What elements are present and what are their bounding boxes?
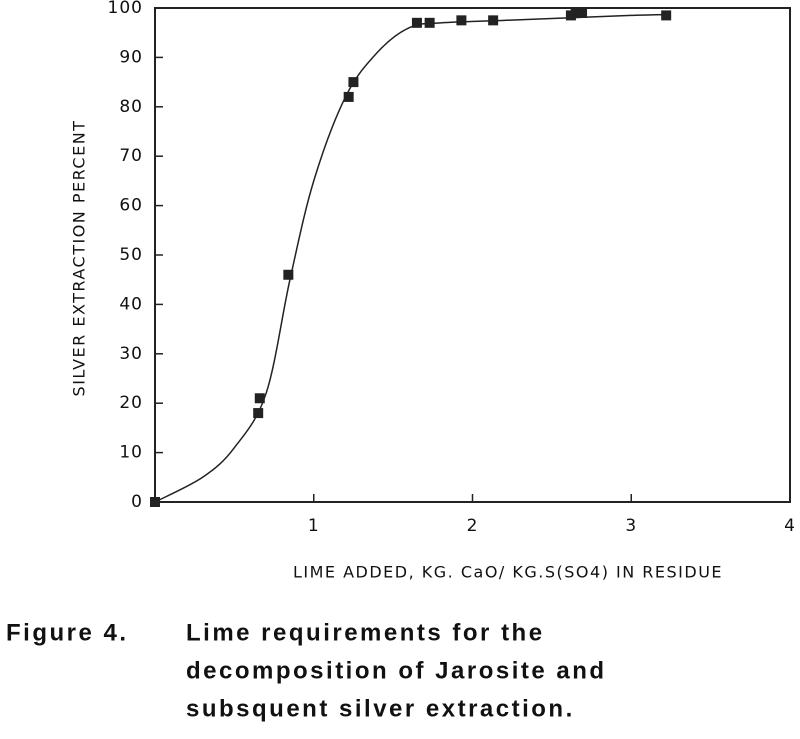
fit-curve: [154, 13, 671, 503]
x-tick-label: 4: [784, 516, 796, 536]
data-point: [661, 10, 672, 21]
data-point: [411, 17, 422, 28]
data-point: [424, 17, 435, 28]
data-point: [488, 15, 499, 26]
data-point: [343, 91, 354, 102]
data-point: [283, 269, 294, 280]
y-tick-label: 100: [108, 0, 143, 18]
data-point: [348, 77, 359, 88]
x-tick-label: 2: [467, 516, 479, 536]
caption-line: subsquent silver extraction.: [186, 695, 575, 722]
y-tick-label: 10: [119, 443, 143, 463]
y-tick-label: 70: [119, 146, 143, 166]
x-tick-label: 1: [308, 516, 320, 536]
y-tick-label: 50: [119, 245, 143, 265]
y-tick-label: 0: [131, 492, 143, 512]
caption-line: decomposition of Jarosite and: [186, 657, 607, 684]
x-tick-label: 3: [625, 516, 637, 536]
y-tick-label: 20: [119, 393, 143, 413]
y-tick-label: 90: [119, 47, 143, 67]
y-tick-label: 80: [119, 97, 143, 117]
data-point: [253, 408, 264, 419]
data-point: [577, 7, 588, 18]
data-point: [150, 497, 160, 507]
x-axis-label: LIME ADDED, KG. CaO/ KG.S(SO4) IN RESIDU…: [293, 563, 723, 582]
y-axis-label: SILVER EXTRACTION PERCENT: [70, 120, 89, 397]
data-point: [254, 393, 265, 404]
y-tick-label: 30: [119, 344, 143, 364]
data-point: [570, 7, 581, 18]
y-tick-label: 40: [119, 294, 143, 314]
caption-label: Figure 4.: [6, 619, 129, 646]
caption-line: Lime requirements for the: [186, 619, 545, 646]
plot-frame: [154, 7, 791, 503]
y-tick-label: 60: [119, 196, 143, 216]
data-point: [456, 15, 467, 26]
